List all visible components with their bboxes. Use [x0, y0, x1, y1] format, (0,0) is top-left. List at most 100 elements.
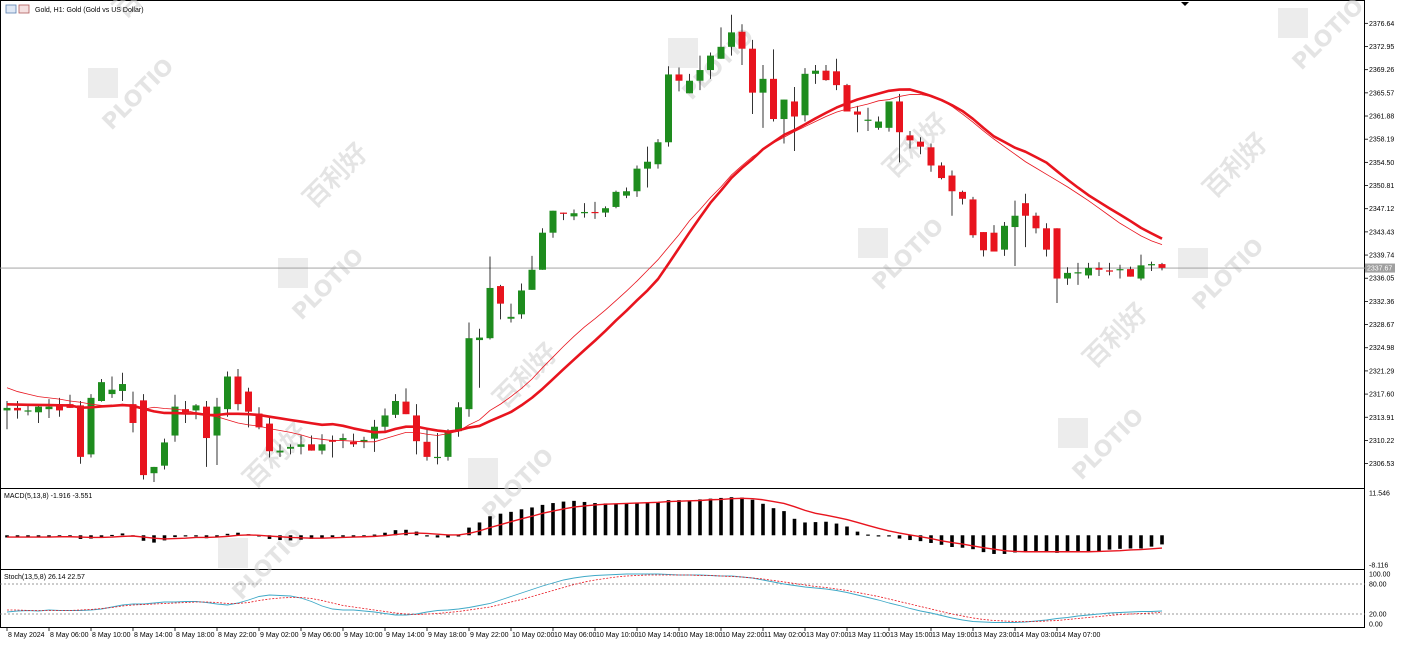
candle-body-bull: [1148, 264, 1155, 266]
price-tick-label: 2306.53: [1369, 461, 1394, 468]
scroll-shift-marker[interactable]: [1181, 2, 1189, 6]
macd-bar: [1044, 535, 1049, 552]
macd-bar: [1139, 535, 1143, 549]
macd-bar: [803, 522, 807, 536]
time-tick-label: 8 May 22:00: [218, 632, 257, 639]
candle: [1137, 254, 1145, 281]
candle: [896, 93, 903, 163]
price-axis: 2376.64 2372.95 2369.26 2365.57 2361.88 2358.…: [1365, 21, 1394, 468]
macd-bar: [456, 535, 461, 537]
candle: [686, 73, 693, 94]
window-header: Gold, H1: Gold (Gold vs US Dollar): [5, 4, 144, 14]
macd-bar: [666, 500, 671, 536]
candle-body-bear: [56, 404, 63, 411]
candle-body-bull: [539, 232, 546, 270]
candle-body-bear: [423, 441, 431, 457]
candle-body-bull: [686, 80, 693, 94]
macd-bar: [939, 535, 944, 545]
candle: [350, 433, 357, 447]
candle-body-bull: [455, 407, 462, 432]
candle: [707, 52, 714, 79]
watermark-chinese: 百利好: [298, 138, 374, 214]
candle-body-bear: [255, 413, 263, 428]
macd-bar: [1023, 535, 1028, 552]
candle: [318, 434, 326, 455]
watermark-chinese: 百利好: [1198, 128, 1274, 204]
macd-bar: [57, 535, 62, 537]
candle: [1095, 262, 1103, 277]
candle: [129, 391, 137, 433]
time-tick-label: 14 May 03:00: [1016, 632, 1059, 639]
candle-body-bear: [980, 232, 987, 251]
time-tick-label: 10 May 06:00: [554, 632, 597, 639]
macd-bar: [834, 523, 839, 536]
macd-bar: [425, 535, 429, 537]
time-tick-label: 10 May 14:00: [638, 632, 681, 639]
candle: [381, 408, 389, 432]
candle: [665, 66, 672, 147]
candle-body-bull: [633, 168, 641, 192]
candle-body-bull: [171, 406, 179, 436]
candle: [864, 107, 872, 131]
macd-bar: [372, 534, 377, 536]
candle: [1053, 228, 1061, 304]
watermark-logo-icon: [668, 38, 698, 68]
time-tick-label: 10 May 22:00: [722, 632, 765, 639]
chart-frame: [0, 0, 1365, 628]
candle-body-bull: [1011, 215, 1019, 228]
candle: [759, 65, 767, 128]
candle-body-bull: [161, 442, 168, 466]
watermark-chinese: 百利好: [1078, 298, 1154, 374]
macd-bar: [624, 503, 629, 536]
macd-bar: [225, 533, 230, 536]
stoch-tick-label: 0.00: [1369, 622, 1383, 629]
macd-bar: [1034, 535, 1038, 552]
macd-bar: [351, 535, 356, 537]
candle-body-bear: [77, 405, 84, 457]
candle-body-bear: [938, 165, 945, 179]
candle: [875, 116, 882, 130]
stoch-title: Stoch(13,5,8) 26.14 22.57: [4, 574, 85, 581]
macd-bar: [771, 508, 776, 536]
candle: [444, 429, 452, 461]
candle: [602, 206, 609, 217]
candle-body-bull: [434, 456, 441, 459]
candle: [927, 143, 935, 172]
candle: [1148, 261, 1155, 272]
candle: [224, 371, 231, 417]
macd-bar: [582, 501, 587, 536]
candle-body-bull: [602, 208, 609, 213]
candle-body-bull: [465, 338, 473, 410]
macd-bar: [236, 532, 240, 536]
stoch-axis: 100.00 80.00 20.00 0.00: [1369, 572, 1391, 629]
candle: [1032, 212, 1040, 234]
macd-bar: [278, 535, 282, 541]
macd-bar: [446, 535, 450, 538]
macd-bar: [519, 509, 524, 536]
candle: [287, 444, 294, 455]
price-tick-label: 2372.95: [1369, 44, 1394, 51]
time-tick-label: 8 May 14:00: [134, 632, 173, 639]
macd-bar: [551, 503, 555, 536]
price-tick-label: 2350.81: [1369, 183, 1394, 190]
macd-bar: [677, 500, 681, 536]
candle-body-bear: [14, 407, 21, 411]
price-tick-label: 2354.50: [1369, 160, 1394, 167]
candle-body-bull: [287, 446, 294, 449]
candle: [654, 139, 662, 169]
macd-bar: [320, 535, 324, 538]
candle: [717, 27, 725, 59]
macd-bar: [183, 535, 188, 537]
candle: [497, 284, 504, 320]
current-price-tag: 2337.67: [1365, 263, 1395, 273]
candle-body-bear: [1053, 228, 1061, 279]
candle-body-bull: [864, 119, 872, 121]
candle-body-bull: [119, 384, 126, 391]
candle: [213, 397, 221, 466]
candle: [161, 438, 168, 470]
candle-body-bull: [759, 78, 767, 93]
candle: [360, 436, 368, 449]
candle-body-bull: [696, 70, 704, 81]
candle: [623, 187, 630, 199]
